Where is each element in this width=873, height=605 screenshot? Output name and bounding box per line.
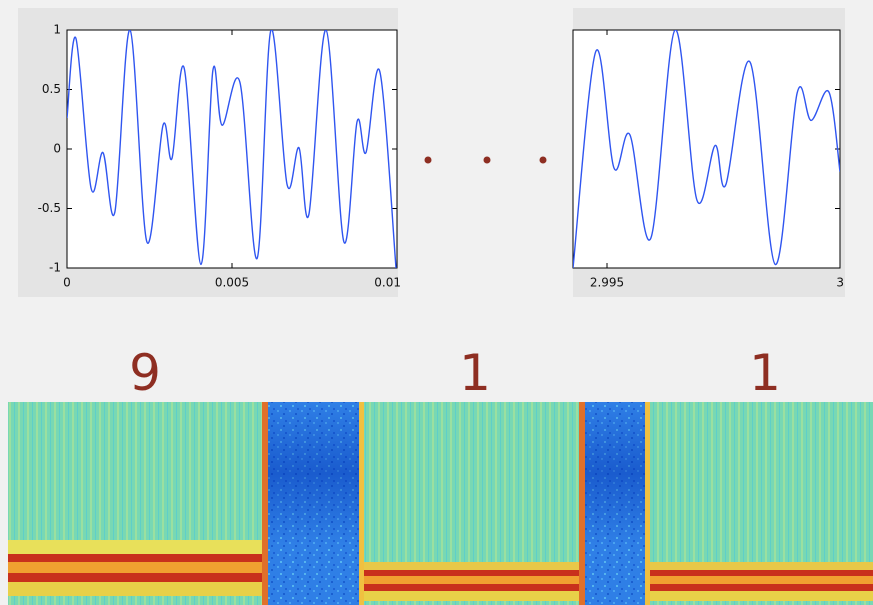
y-tick-label: 0.5 — [42, 82, 61, 96]
y-tick-label: -1 — [49, 261, 61, 275]
onset-line — [579, 402, 585, 605]
onset-line — [645, 402, 650, 605]
x-tick-label: 0.005 — [215, 276, 249, 290]
plot-area — [573, 30, 840, 268]
x-tick-label: 0.01 — [374, 276, 401, 290]
ellipsis-dot — [484, 157, 491, 164]
line-chart: -1 -0.5 0 0.5 1 0 0.005 0.01 — [38, 23, 401, 290]
digit-label: 1 — [749, 344, 781, 402]
onset-line — [359, 402, 364, 605]
digit-label: 9 — [129, 344, 161, 402]
digit-label: 1 — [459, 344, 491, 402]
ellipsis-dot — [540, 157, 547, 164]
onset-line — [262, 402, 268, 605]
x-tick-label: 3 — [836, 276, 844, 290]
silence-shade — [268, 402, 363, 605]
x-tick-label: 0 — [63, 276, 71, 290]
silence-shade — [585, 402, 648, 605]
figure: 9 1 1 -1 -0.5 0 0.5 — [0, 0, 873, 605]
y-tick-label: 0 — [53, 142, 61, 156]
y-tick-label: -0.5 — [38, 201, 61, 215]
y-tick-label: 1 — [53, 23, 61, 37]
x-tick-label: 2.995 — [590, 276, 624, 290]
spectrogram — [8, 402, 873, 605]
line-chart: 2.995 3 — [573, 30, 844, 290]
ellipsis-dot — [425, 157, 432, 164]
